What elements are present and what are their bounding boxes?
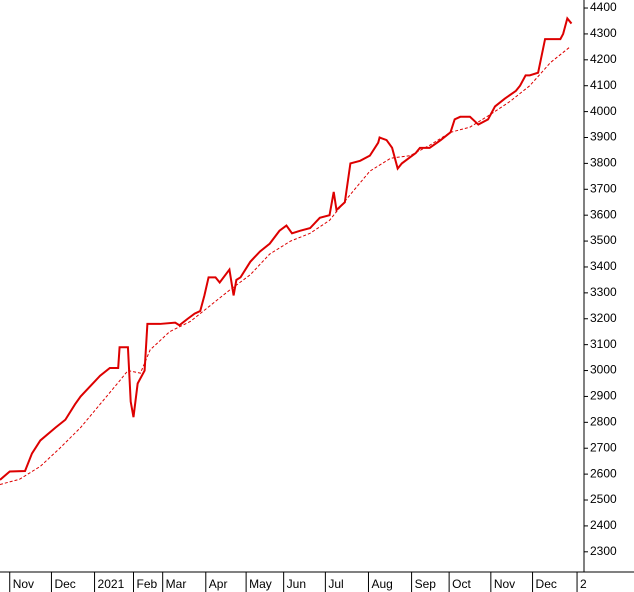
x-tick-label: Dec bbox=[536, 577, 557, 591]
y-tick-label: 3100 bbox=[590, 337, 617, 351]
y-tick-label: 2800 bbox=[590, 415, 617, 429]
y-tick-label: 2900 bbox=[590, 389, 617, 403]
y-tick-label: 3000 bbox=[590, 363, 617, 377]
x-tick-label: Mar bbox=[166, 577, 187, 591]
x-tick-label: 2021 bbox=[98, 577, 125, 591]
x-tick-label: Oct bbox=[452, 577, 471, 591]
x-tick-label: Jun bbox=[287, 577, 306, 591]
y-tick-label: 2500 bbox=[590, 492, 617, 506]
y-tick-label: 3400 bbox=[590, 259, 617, 273]
y-tick-label: 4000 bbox=[590, 104, 617, 118]
y-tick-label: 3500 bbox=[590, 233, 617, 247]
y-tick-label: 4400 bbox=[590, 0, 617, 14]
x-tick-label: Dec bbox=[54, 577, 75, 591]
x-tick-label: Sep bbox=[415, 577, 437, 591]
y-tick-label: 2600 bbox=[590, 466, 617, 480]
x-tick-label: 2 bbox=[580, 577, 587, 591]
y-tick-label: 3200 bbox=[590, 311, 617, 325]
line-series bbox=[0, 46, 571, 485]
y-tick-label: 3700 bbox=[590, 181, 617, 195]
x-tick-label: Nov bbox=[13, 577, 34, 591]
y-tick-label: 3900 bbox=[590, 130, 617, 144]
y-tick-label: 4200 bbox=[590, 52, 617, 66]
y-tick-label: 4300 bbox=[590, 26, 617, 40]
y-tick-label: 3300 bbox=[590, 285, 617, 299]
y-tick-label: 2400 bbox=[590, 518, 617, 532]
line-series bbox=[0, 16, 573, 481]
x-tick-label: Feb bbox=[136, 577, 157, 591]
y-tick-label: 2300 bbox=[590, 544, 617, 558]
x-tick-label: May bbox=[249, 577, 272, 591]
y-tick-label: 3800 bbox=[590, 156, 617, 170]
x-tick-label: Nov bbox=[494, 577, 515, 591]
x-tick-label: Jul bbox=[328, 577, 343, 591]
y-tick-label: 3600 bbox=[590, 207, 617, 221]
y-tick-label: 2700 bbox=[590, 440, 617, 454]
x-tick-label: Apr bbox=[209, 577, 228, 591]
x-tick-label: Aug bbox=[371, 577, 392, 591]
y-tick-label: 4100 bbox=[590, 78, 617, 92]
